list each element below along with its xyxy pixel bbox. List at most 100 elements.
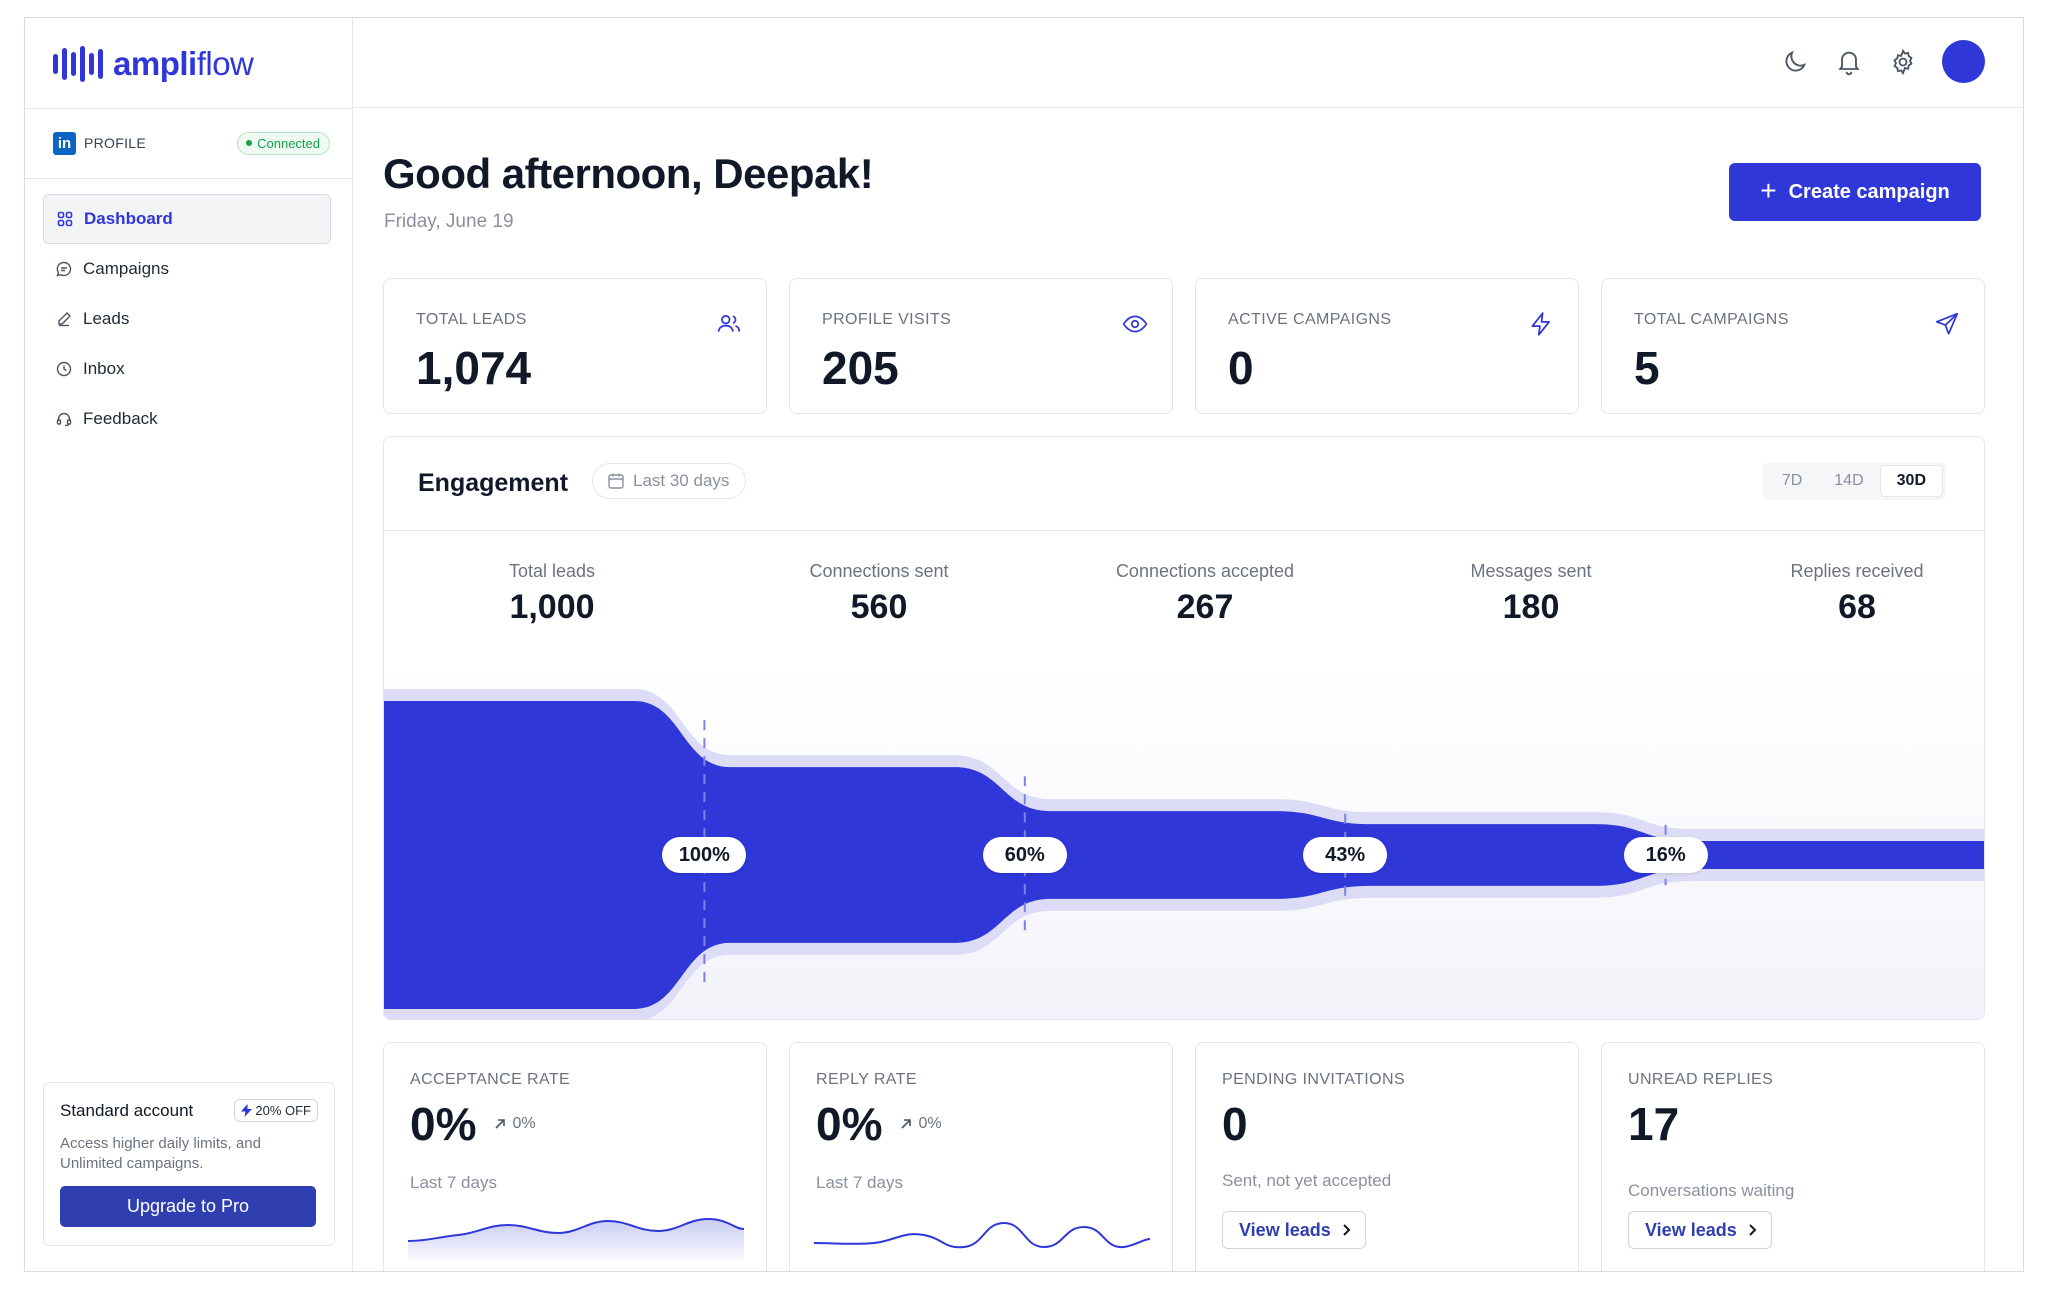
status-dot-icon (246, 140, 253, 146)
pending-invitations-card: PENDING INVITATIONS 0 Sent, not yet acce… (1195, 1042, 1579, 1271)
bolt-icon (241, 1104, 253, 1117)
moon-icon[interactable] (1780, 47, 1810, 77)
app-window: ampliflow in PROFILE Connected Dashboard… (24, 17, 2024, 1272)
metric-label: ACCEPTANCE RATE (410, 1071, 571, 1088)
stat-label: TOTAL LEADS (416, 311, 527, 328)
reply-sparkline (814, 1221, 1150, 1249)
stat-label: TOTAL CAMPAIGNS (1634, 311, 1789, 328)
upgrade-card: Standard account 20% OFF Access higher d… (43, 1082, 335, 1246)
current-date: Friday, June 19 (384, 211, 514, 232)
stat-card-active-campaigns: ACTIVE CAMPAIGNS 0 (1195, 278, 1579, 414)
funnel-stage-label: Total leads (508, 561, 596, 581)
send-icon (1935, 312, 1959, 335)
view-leads-label: View leads (1645, 1219, 1737, 1240)
acceptance-rate-card: ACCEPTANCE RATE 0% 0% Last 7 days (383, 1042, 767, 1271)
chevron-right-icon (1749, 1224, 1757, 1236)
funnel-stage: Connections accepted 267 (1090, 561, 1320, 627)
metric-subtitle: Conversations waiting (1628, 1181, 1795, 1200)
unread-replies-card: UNREAD REPLIES 17 Conversations waiting … (1601, 1042, 1985, 1271)
metric-period: Last 7 days (410, 1173, 497, 1192)
create-campaign-label: Create campaign (1788, 180, 1950, 203)
sidebar-item-leads[interactable]: Leads (43, 294, 331, 344)
metric-delta-value: 0% (918, 1115, 942, 1132)
conversion-label: 60% (982, 837, 1067, 873)
discount-badge: 20% OFF (234, 1099, 318, 1122)
pencil-icon (55, 310, 73, 328)
bell-icon[interactable] (1834, 47, 1864, 77)
create-campaign-button[interactable]: + Create campaign (1729, 163, 1981, 221)
metric-label: UNREAD REPLIES (1628, 1071, 1774, 1088)
funnel-stage: Replies received 68 (1742, 561, 1972, 627)
discount-text: 20% OFF (255, 1103, 311, 1118)
sidebar-item-label: Dashboard (84, 209, 173, 228)
view-leads-button[interactable]: View leads (1222, 1211, 1366, 1249)
stat-card-total-campaigns: TOTAL CAMPAIGNS 5 (1601, 278, 1985, 414)
gear-icon[interactable] (1888, 47, 1918, 77)
sidebar-item-label: Leads (83, 309, 130, 328)
funnel-stage-value: 1,000 (509, 588, 595, 626)
engagement-funnel-chart (384, 657, 1984, 1019)
view-leads-label: View leads (1239, 1219, 1331, 1240)
metric-label: PENDING INVITATIONS (1222, 1071, 1406, 1088)
funnel-stage-label: Connections sent (809, 561, 949, 581)
connected-badge: Connected (237, 131, 330, 155)
date-range-pill[interactable]: Last 30 days (592, 463, 747, 499)
stat-value: 0 (1228, 342, 1254, 394)
stat-label: PROFILE VISITS (822, 311, 952, 328)
conversion-label: 43% (1303, 837, 1388, 873)
stat-value: 205 (822, 342, 899, 394)
upgrade-button[interactable]: Upgrade to Pro (60, 1186, 316, 1227)
page-title: Good afternoon, Deepak! (383, 150, 874, 197)
linkedin-icon: in (53, 131, 76, 155)
logo-text-bold: ampli (113, 45, 197, 82)
range-option-14d[interactable]: 14D (1834, 472, 1864, 489)
trend-up-icon (495, 1119, 506, 1129)
funnel-stage-value: 180 (1502, 588, 1560, 626)
sidebar-item-label: Feedback (83, 409, 158, 428)
sidebar-item-inbox[interactable]: Inbox (43, 344, 331, 394)
sidebar: ampliflow in PROFILE Connected Dashboard… (25, 18, 353, 1271)
logo[interactable]: ampliflow (53, 44, 254, 84)
account-type: Standard account (60, 1100, 194, 1120)
date-range-label: Last 30 days (633, 471, 730, 490)
eye-icon (1122, 315, 1148, 333)
metric-delta-value: 0% (512, 1115, 536, 1132)
metric-delta: 0% (900, 1115, 942, 1133)
stat-value: 1,074 (416, 342, 532, 394)
view-leads-button[interactable]: View leads (1628, 1211, 1772, 1249)
metric-value: 17 (1628, 1098, 1680, 1150)
metric-delta: 0% (494, 1115, 536, 1133)
funnel-stage: Messages sent 180 (1416, 561, 1646, 627)
funnel-band (384, 701, 1984, 1009)
stat-card-profile-visits: PROFILE VISITS 205 (789, 278, 1173, 414)
stat-label: ACTIVE CAMPAIGNS (1228, 311, 1392, 328)
funnel-stage-value: 267 (1176, 588, 1234, 626)
metric-subtitle: Sent, not yet accepted (1222, 1171, 1392, 1190)
chevron-right-icon (1343, 1224, 1351, 1236)
stat-card-total-leads: TOTAL LEADS 1,074 (383, 278, 767, 414)
upgrade-description: Access higher daily limits, and Unlimite… (60, 1135, 261, 1172)
metric-value: 0% (410, 1098, 477, 1150)
sidebar-item-feedback[interactable]: Feedback (43, 394, 331, 444)
connected-text: Connected (257, 135, 320, 151)
funnel-stage: Connections sent 560 (764, 561, 994, 627)
linkedin-profile-row[interactable]: in PROFILE Connected (53, 130, 330, 156)
conversion-label: 16% (1623, 837, 1708, 873)
logo-mark-icon (53, 46, 103, 82)
funnel-stage-value: 560 (850, 588, 908, 626)
engagement-title: Engagement (418, 469, 569, 497)
bolt-icon (1531, 312, 1550, 336)
avatar[interactable] (1942, 40, 1985, 83)
funnel-stage: Total leads 1,000 (437, 561, 667, 627)
range-option-30d[interactable]: 30D (1879, 465, 1943, 497)
engagement-card: Engagement Last 30 days 7D 14D 30D Total… (383, 436, 1985, 1020)
conversion-label: 100% (662, 837, 747, 873)
grid-icon (56, 210, 74, 228)
metric-period: Last 7 days (816, 1173, 903, 1192)
sidebar-item-label: Campaigns (83, 259, 169, 278)
clock-icon (55, 360, 73, 378)
range-option-7d[interactable]: 7D (1781, 472, 1803, 489)
reply-rate-card: REPLY RATE 0% 0% Last 7 days (789, 1042, 1173, 1271)
sidebar-item-dashboard[interactable]: Dashboard (43, 194, 331, 244)
sidebar-item-campaigns[interactable]: Campaigns (43, 244, 331, 294)
